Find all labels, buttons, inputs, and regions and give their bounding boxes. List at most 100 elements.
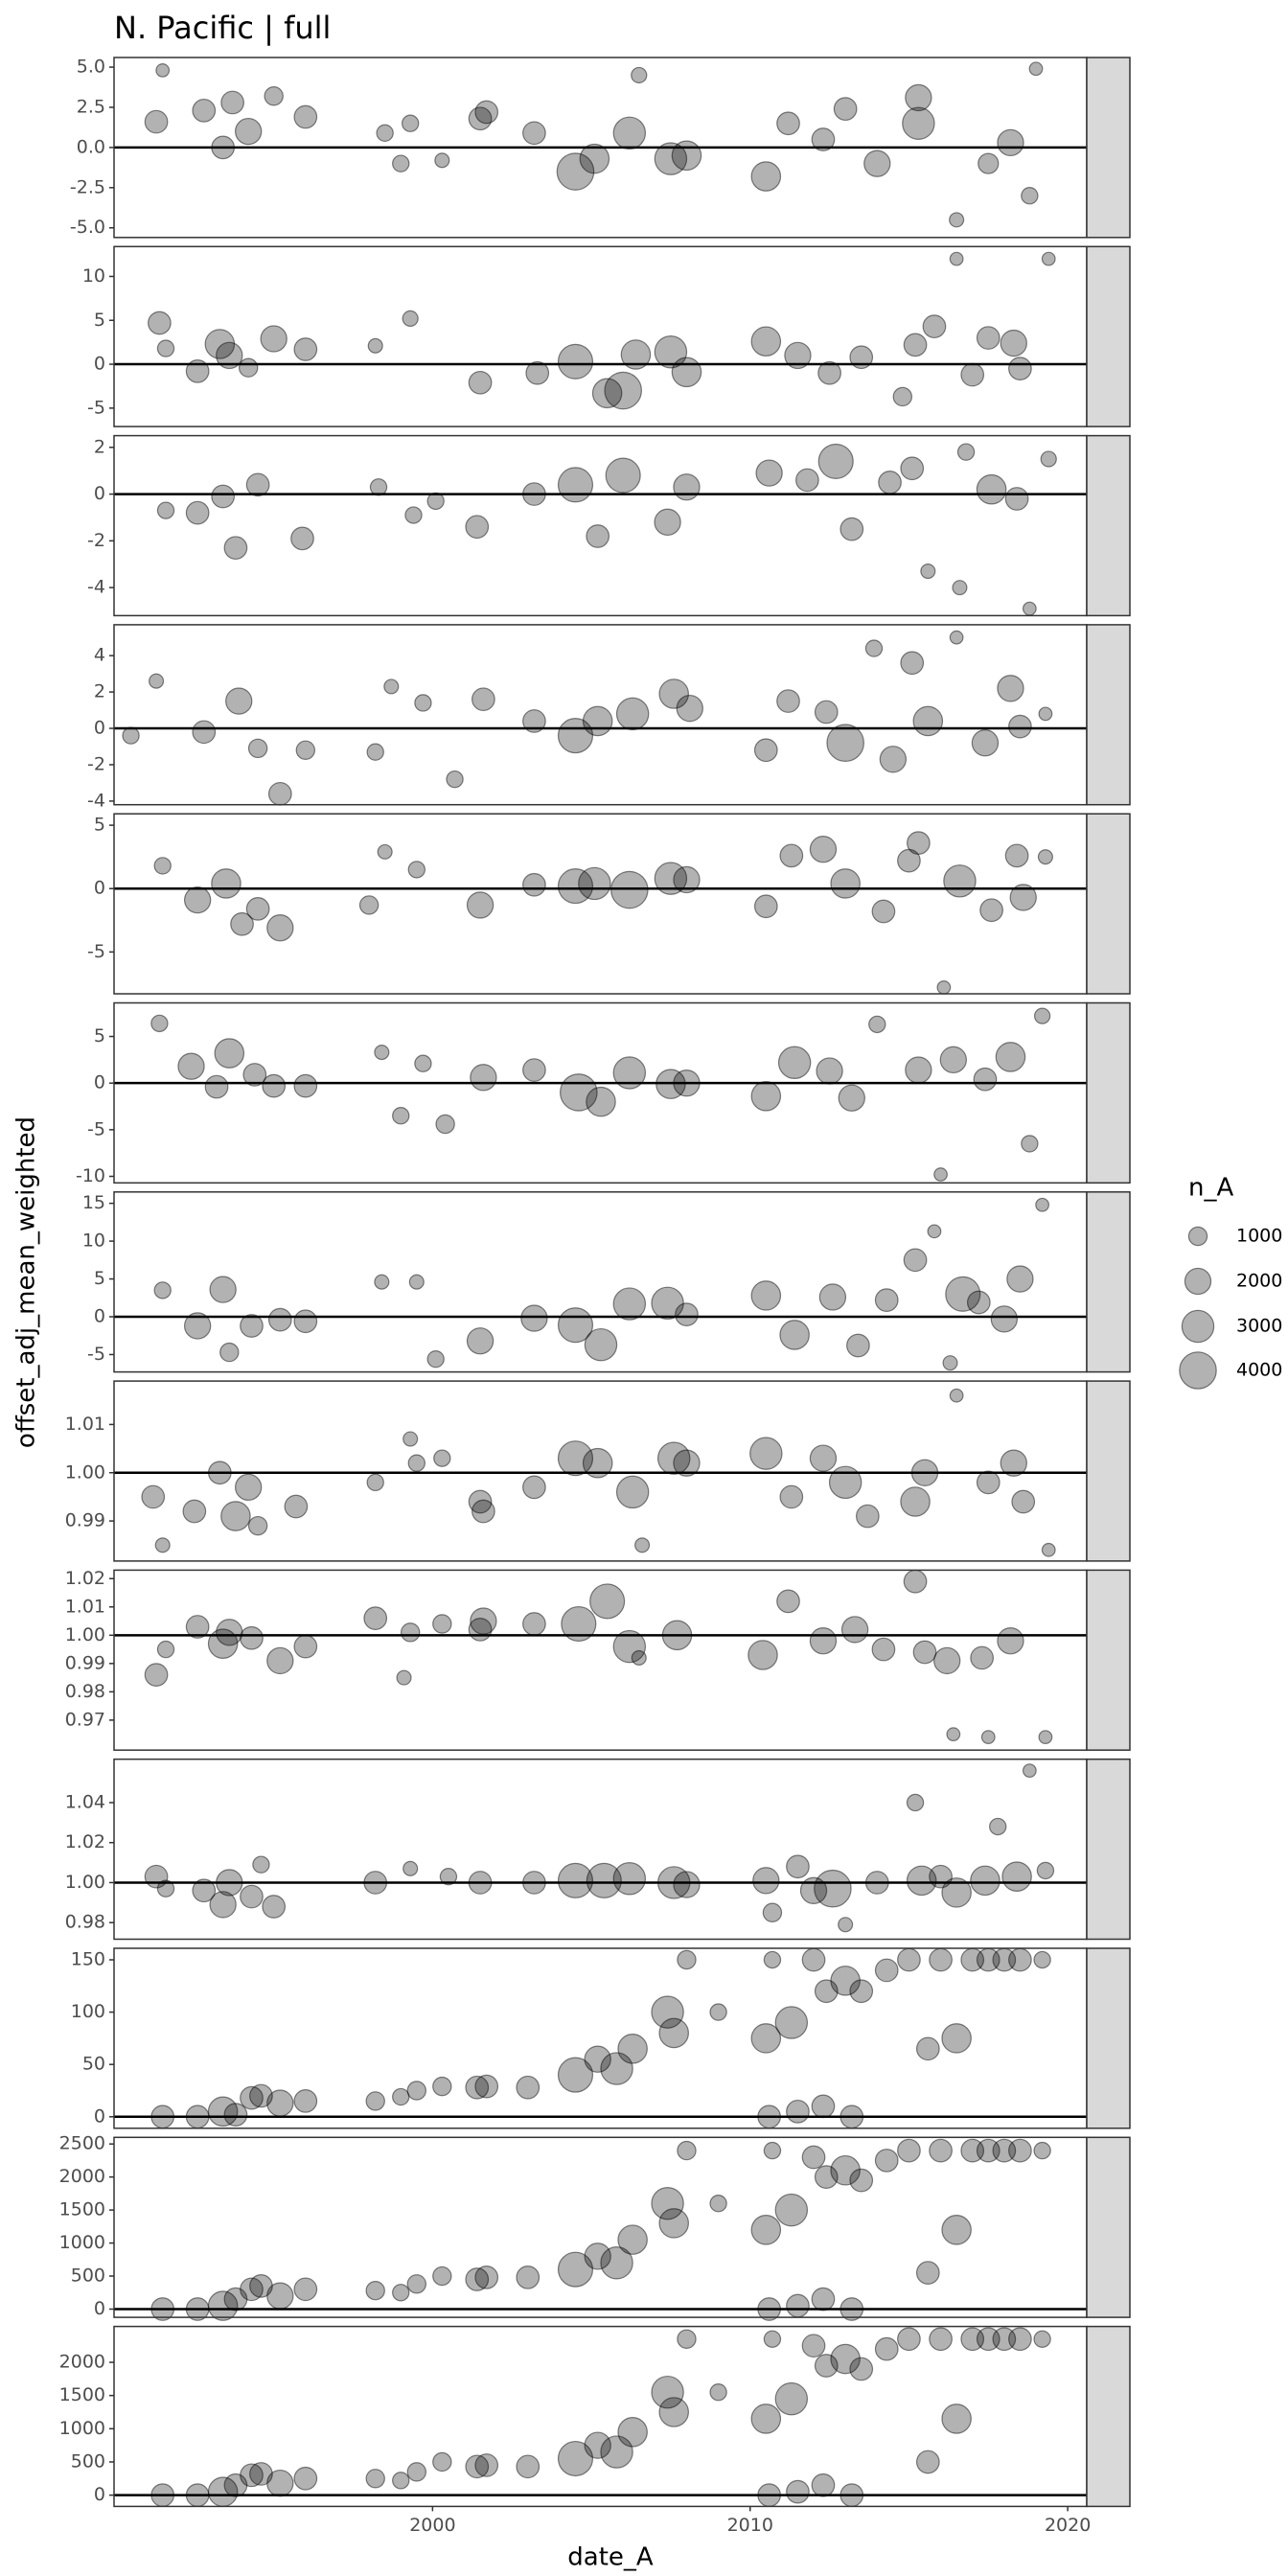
point	[1008, 2327, 1032, 2352]
y-tick-label: 100	[71, 2001, 105, 2022]
y-tick-label: 1000	[59, 2418, 105, 2439]
point	[402, 1431, 419, 1447]
point	[910, 1459, 939, 1486]
panel: 0.991.001.01nitrate	[65, 1380, 1131, 1562]
point	[584, 2242, 611, 2270]
point	[612, 1056, 647, 1090]
y-tick-label: 10	[82, 265, 105, 287]
point	[156, 1879, 175, 1898]
point	[786, 2293, 810, 2318]
point	[816, 1057, 843, 1085]
point	[156, 339, 175, 357]
point	[209, 1891, 237, 1919]
point	[225, 687, 253, 715]
point	[903, 333, 928, 357]
point	[750, 1081, 782, 1112]
strip	[1086, 1947, 1131, 2129]
point	[801, 2145, 826, 2170]
point	[185, 500, 210, 525]
legend-label: 4000	[1236, 1360, 1282, 1381]
strip	[1086, 624, 1131, 806]
point	[654, 862, 688, 895]
panel: -4-2024cstar_tco2	[87, 624, 1131, 811]
point	[612, 116, 647, 150]
point	[661, 1620, 693, 1651]
y-tick-label: 1.02	[65, 1831, 105, 1852]
point	[801, 2334, 826, 2358]
point	[656, 1069, 686, 1099]
point	[1022, 601, 1037, 616]
point	[774, 2193, 809, 2227]
point	[863, 150, 891, 177]
point	[749, 1437, 783, 1470]
point	[976, 2327, 1000, 2352]
panel-background	[114, 1002, 1087, 1184]
strip	[1086, 434, 1131, 617]
point	[631, 66, 648, 84]
point	[946, 1727, 961, 1742]
point	[673, 1070, 701, 1097]
point	[266, 2282, 294, 2310]
point	[293, 1073, 318, 1098]
point	[811, 2472, 836, 2497]
point	[474, 2266, 499, 2289]
point	[522, 709, 546, 733]
point	[1008, 1947, 1032, 1972]
point	[584, 2045, 611, 2073]
point	[897, 848, 921, 873]
point	[249, 2083, 273, 2108]
point	[290, 526, 314, 551]
point	[750, 2215, 782, 2245]
point	[811, 2094, 836, 2119]
y-tick-label: -5	[87, 1118, 105, 1139]
point	[392, 1107, 410, 1125]
point	[183, 886, 212, 914]
point	[615, 1475, 650, 1509]
point	[149, 673, 165, 689]
point	[426, 492, 445, 511]
point	[871, 899, 896, 924]
legend-key	[1179, 1351, 1217, 1390]
point	[150, 2483, 175, 2507]
point	[192, 1878, 217, 1903]
y-tick-label: 0	[94, 1072, 105, 1093]
point	[582, 1447, 613, 1479]
y-axis-title: offset_adj_mean_weighted	[12, 1116, 41, 1448]
strip	[1086, 813, 1131, 995]
y-tick-label: -4	[87, 790, 105, 811]
strip	[1086, 2325, 1131, 2508]
point	[677, 1949, 697, 1970]
point	[432, 2266, 452, 2287]
point	[262, 1895, 287, 1919]
point	[673, 865, 701, 894]
point	[365, 2091, 385, 2111]
point	[432, 2076, 452, 2097]
point	[516, 2266, 540, 2289]
point	[763, 2330, 782, 2348]
point	[561, 1605, 597, 1643]
point	[753, 894, 778, 919]
point	[654, 142, 688, 175]
point	[266, 2089, 294, 2117]
point	[826, 724, 864, 763]
point	[897, 2138, 921, 2163]
point	[903, 1569, 928, 1594]
point	[155, 63, 171, 78]
point	[776, 111, 800, 136]
point	[293, 337, 318, 361]
point	[1004, 843, 1029, 868]
point	[900, 1486, 931, 1517]
strip	[1086, 1569, 1131, 1751]
point	[673, 1871, 701, 1898]
y-tick-label: 10	[82, 1230, 105, 1252]
point	[557, 2251, 594, 2288]
x-axis-title: date_A	[567, 2543, 654, 2572]
point	[776, 1589, 800, 1614]
point	[677, 2140, 697, 2161]
point	[960, 362, 985, 387]
point	[1033, 1007, 1051, 1024]
point	[586, 524, 610, 548]
point	[247, 738, 268, 759]
strip	[1086, 245, 1131, 427]
point	[522, 482, 546, 506]
